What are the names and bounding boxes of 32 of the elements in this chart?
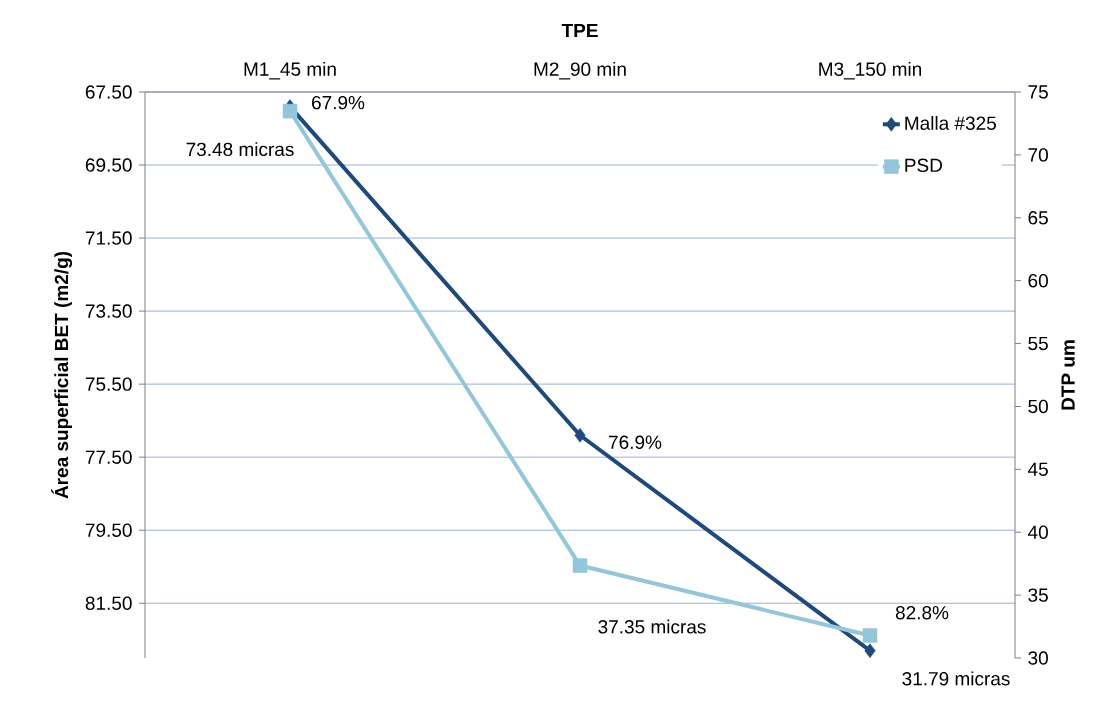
data-label: 82.8% bbox=[895, 605, 949, 620]
y-tick-label: 73.50 bbox=[85, 304, 132, 318]
y-tick-label: 81.50 bbox=[85, 596, 132, 610]
y-tick-label: 79.50 bbox=[85, 523, 132, 537]
y2-tick-label: 30 bbox=[1028, 651, 1048, 665]
data-label: 76.9% bbox=[609, 435, 662, 449]
y2-tick-label: 55 bbox=[1028, 336, 1048, 351]
data-label: 73.48 micras bbox=[186, 142, 294, 157]
y2-axis-title: DTP um bbox=[1061, 340, 1075, 410]
x-tick-label: M2_90 min bbox=[534, 61, 626, 80]
data-label: 31.79 micras bbox=[902, 671, 1010, 686]
data-label: 67.9% bbox=[312, 95, 365, 110]
x-axis-title: TPE bbox=[561, 23, 598, 38]
y2-tick-label: 50 bbox=[1028, 399, 1048, 414]
legend-label: Malla #325 bbox=[905, 116, 996, 130]
y-tick-label: 67.50 bbox=[85, 85, 132, 99]
y-axis-title: Área superficial BET (m2/g) bbox=[51, 251, 73, 499]
y2-tick-label: 65 bbox=[1028, 211, 1048, 225]
legend-label: PSD bbox=[905, 158, 942, 173]
y2-tick-label: 75 bbox=[1028, 85, 1048, 99]
data-label: 37.35 micras bbox=[598, 619, 706, 634]
y2-tick-label: 45 bbox=[1027, 462, 1048, 476]
y-tick-label: 69.50 bbox=[85, 158, 132, 172]
y-tick-label: 75.50 bbox=[85, 377, 132, 391]
y-tick-label: 77.50 bbox=[85, 450, 132, 464]
y-tick-label: 71.50 bbox=[85, 231, 132, 245]
x-tick-label: M3_150 min bbox=[819, 61, 922, 80]
y2-tick-label: 70 bbox=[1028, 148, 1048, 162]
y2-tick-label: 40 bbox=[1027, 525, 1048, 539]
x-tick-label: M1_45 min bbox=[244, 61, 336, 80]
y2-tick-label: 35 bbox=[1028, 588, 1048, 602]
y2-tick-label: 60 bbox=[1028, 273, 1048, 288]
